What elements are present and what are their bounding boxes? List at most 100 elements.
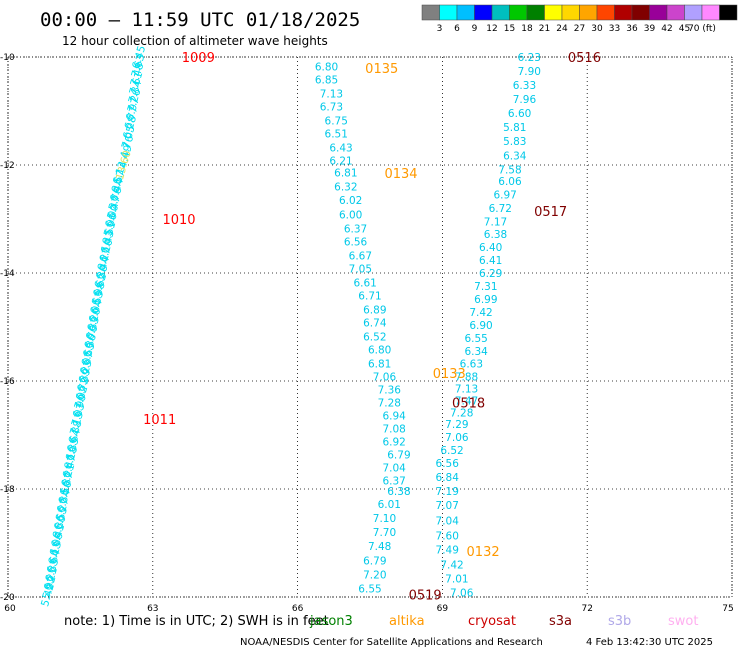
colorbar-tick-label: 39 bbox=[644, 24, 656, 34]
axis-ticks: 60 63 66 69 72 75 -10 -12 -14 -16 -18 -20 bbox=[0, 53, 734, 614]
pass-number-label: 0132 bbox=[467, 545, 500, 560]
colorbar-swatch bbox=[544, 4, 563, 21]
wave-height-label: 7.29 bbox=[445, 419, 468, 431]
pass-number-label: 0133 bbox=[433, 367, 466, 382]
wave-height-label: 7.08 bbox=[382, 424, 405, 436]
credit-right: 4 Feb 13:42:30 UTC 2025 bbox=[586, 637, 713, 648]
wave-height-label: 6.71 bbox=[358, 291, 381, 303]
plot-grid bbox=[7, 56, 733, 598]
wave-height-label: 6.38 bbox=[387, 486, 410, 498]
wave-height-label: 7.96 bbox=[513, 94, 537, 106]
satellite-legend-entry: jason3 bbox=[309, 614, 353, 629]
wave-height-label: 6.79 bbox=[363, 555, 386, 567]
wave-height-label: 7.88 bbox=[455, 372, 478, 384]
wave-height-label: 7.06 bbox=[373, 372, 397, 384]
wave-height-label: 7.19 bbox=[436, 486, 459, 498]
wave-height-label: 7.13 bbox=[455, 384, 478, 396]
colorbar-tick-label: 70 (ft) bbox=[688, 24, 716, 34]
y-tick-label: -14 bbox=[0, 269, 15, 279]
wave-height-label: 6.55 bbox=[358, 583, 381, 595]
wave-height-label: 7.13 bbox=[320, 89, 343, 101]
wave-height-label: 6.67 bbox=[349, 251, 372, 263]
wave-height-label: 6.37 bbox=[382, 475, 405, 487]
wave-height-label: 6.38 bbox=[484, 229, 507, 241]
satellite-legend-entry: swot bbox=[668, 614, 698, 629]
wave-height-label: 7.05 bbox=[349, 264, 372, 276]
pass-number-label: 0516 bbox=[568, 51, 601, 66]
colorbar-swatch bbox=[701, 4, 720, 21]
colorbar-swatch bbox=[491, 4, 510, 21]
wave-height-label: 6.43 bbox=[329, 143, 352, 155]
colorbar-tick-label: 33 bbox=[609, 24, 620, 34]
colorbar-swatch bbox=[526, 4, 545, 21]
wave-height-label: 6.56 bbox=[344, 237, 368, 249]
chart-subtitle: 12 hour collection of altimeter wave hei… bbox=[62, 34, 328, 48]
wave-height-label: 7.04 bbox=[382, 462, 406, 474]
wave-height-label: 6.21 bbox=[329, 156, 352, 168]
colorbar-tick-label: 27 bbox=[574, 24, 585, 34]
colorbar-swatch bbox=[614, 4, 633, 21]
colorbar-swatch bbox=[719, 4, 738, 21]
colorbar-swatch bbox=[596, 4, 615, 21]
wave-height-label: 6.23 bbox=[518, 52, 541, 64]
colorbar-tick-label: 30 bbox=[591, 24, 603, 34]
x-tick-label: 63 bbox=[147, 604, 158, 614]
colorbar-swatch bbox=[579, 4, 598, 21]
wave-height-label: 7.20 bbox=[363, 569, 386, 581]
y-tick-label: -12 bbox=[0, 161, 15, 171]
wave-height-label: 6.74 bbox=[363, 318, 387, 330]
wave-height-label: 6.73 bbox=[320, 102, 343, 114]
wave-height-label: 6.89 bbox=[363, 305, 386, 317]
wave-height-label: 6.94 bbox=[382, 411, 406, 423]
satellite-legend-entry: s3a bbox=[549, 614, 572, 629]
x-tick-label: 75 bbox=[722, 604, 733, 614]
wave-height-label: 6.52 bbox=[363, 332, 386, 344]
wave-height-label: 6.60 bbox=[508, 108, 531, 120]
wave-height-label: 7.01 bbox=[445, 574, 468, 586]
satellite-legend: jason3 altika cryosat s3a s3b swot bbox=[309, 614, 698, 629]
wave-height-label: 6.80 bbox=[368, 345, 391, 357]
pass-number-label: 1009 bbox=[182, 51, 215, 66]
colorbar-swatch bbox=[421, 4, 440, 21]
chart-title: 00:00 – 11:59 UTC 01/18/2025 bbox=[40, 9, 360, 31]
colorbar-tick-label: 42 bbox=[661, 24, 672, 34]
x-tick-label: 66 bbox=[292, 604, 304, 614]
credit-left: NOAA/NESDIS Center for Satellite Applica… bbox=[240, 637, 543, 648]
satellite-legend-entry: cryosat bbox=[468, 614, 516, 629]
wave-height-label: 6.51 bbox=[325, 129, 348, 141]
wave-height-marks: 6.806.857.136.736.756.516.436.216.816.32… bbox=[39, 44, 541, 608]
colorbar-swatch bbox=[474, 4, 493, 21]
satellite-legend-entry: s3b bbox=[608, 614, 631, 629]
y-tick-label: -18 bbox=[0, 485, 15, 495]
colorbar-swatch bbox=[666, 4, 685, 21]
colorbar-swatch bbox=[631, 4, 650, 21]
colorbar-tick-label: 15 bbox=[504, 24, 515, 34]
colorbar-tick-label: 36 bbox=[626, 24, 638, 34]
pass-number-label: 1011 bbox=[143, 413, 176, 428]
wave-height-label: 6.02 bbox=[339, 195, 362, 207]
colorbar-tick-label: 24 bbox=[556, 24, 568, 34]
wave-height-label: 6.72 bbox=[489, 203, 512, 215]
colorbar-swatch bbox=[649, 4, 668, 21]
colorbar-tick-label: 12 bbox=[486, 24, 497, 34]
colorbar-tick-label: 45 bbox=[679, 24, 690, 34]
wave-height-label: 6.37 bbox=[344, 224, 367, 236]
colorbar-swatch bbox=[456, 4, 475, 21]
y-tick-label: -16 bbox=[0, 377, 15, 387]
wave-height-label: 6.41 bbox=[479, 255, 502, 267]
wave-height-label: 6.55 bbox=[464, 333, 487, 345]
x-tick-label: 69 bbox=[437, 604, 449, 614]
colorbar-tick-label: 21 bbox=[539, 24, 550, 34]
x-tick-label: 72 bbox=[581, 604, 592, 614]
wave-height-label: 7.42 bbox=[469, 307, 492, 319]
wave-height-label: 6.75 bbox=[325, 116, 348, 128]
wave-height-label: 7.36 bbox=[378, 385, 402, 397]
wave-height-label: 7.58 bbox=[498, 164, 521, 176]
wave-height-label: 6.34 bbox=[503, 150, 527, 162]
pass-number-label: 0135 bbox=[365, 62, 398, 77]
colorbar-tick-label: 9 bbox=[472, 24, 478, 34]
wave-height-label: 6.01 bbox=[378, 499, 401, 511]
wave-height-label: 6.84 bbox=[436, 472, 460, 484]
wave-height-label: 7.07 bbox=[436, 500, 459, 512]
